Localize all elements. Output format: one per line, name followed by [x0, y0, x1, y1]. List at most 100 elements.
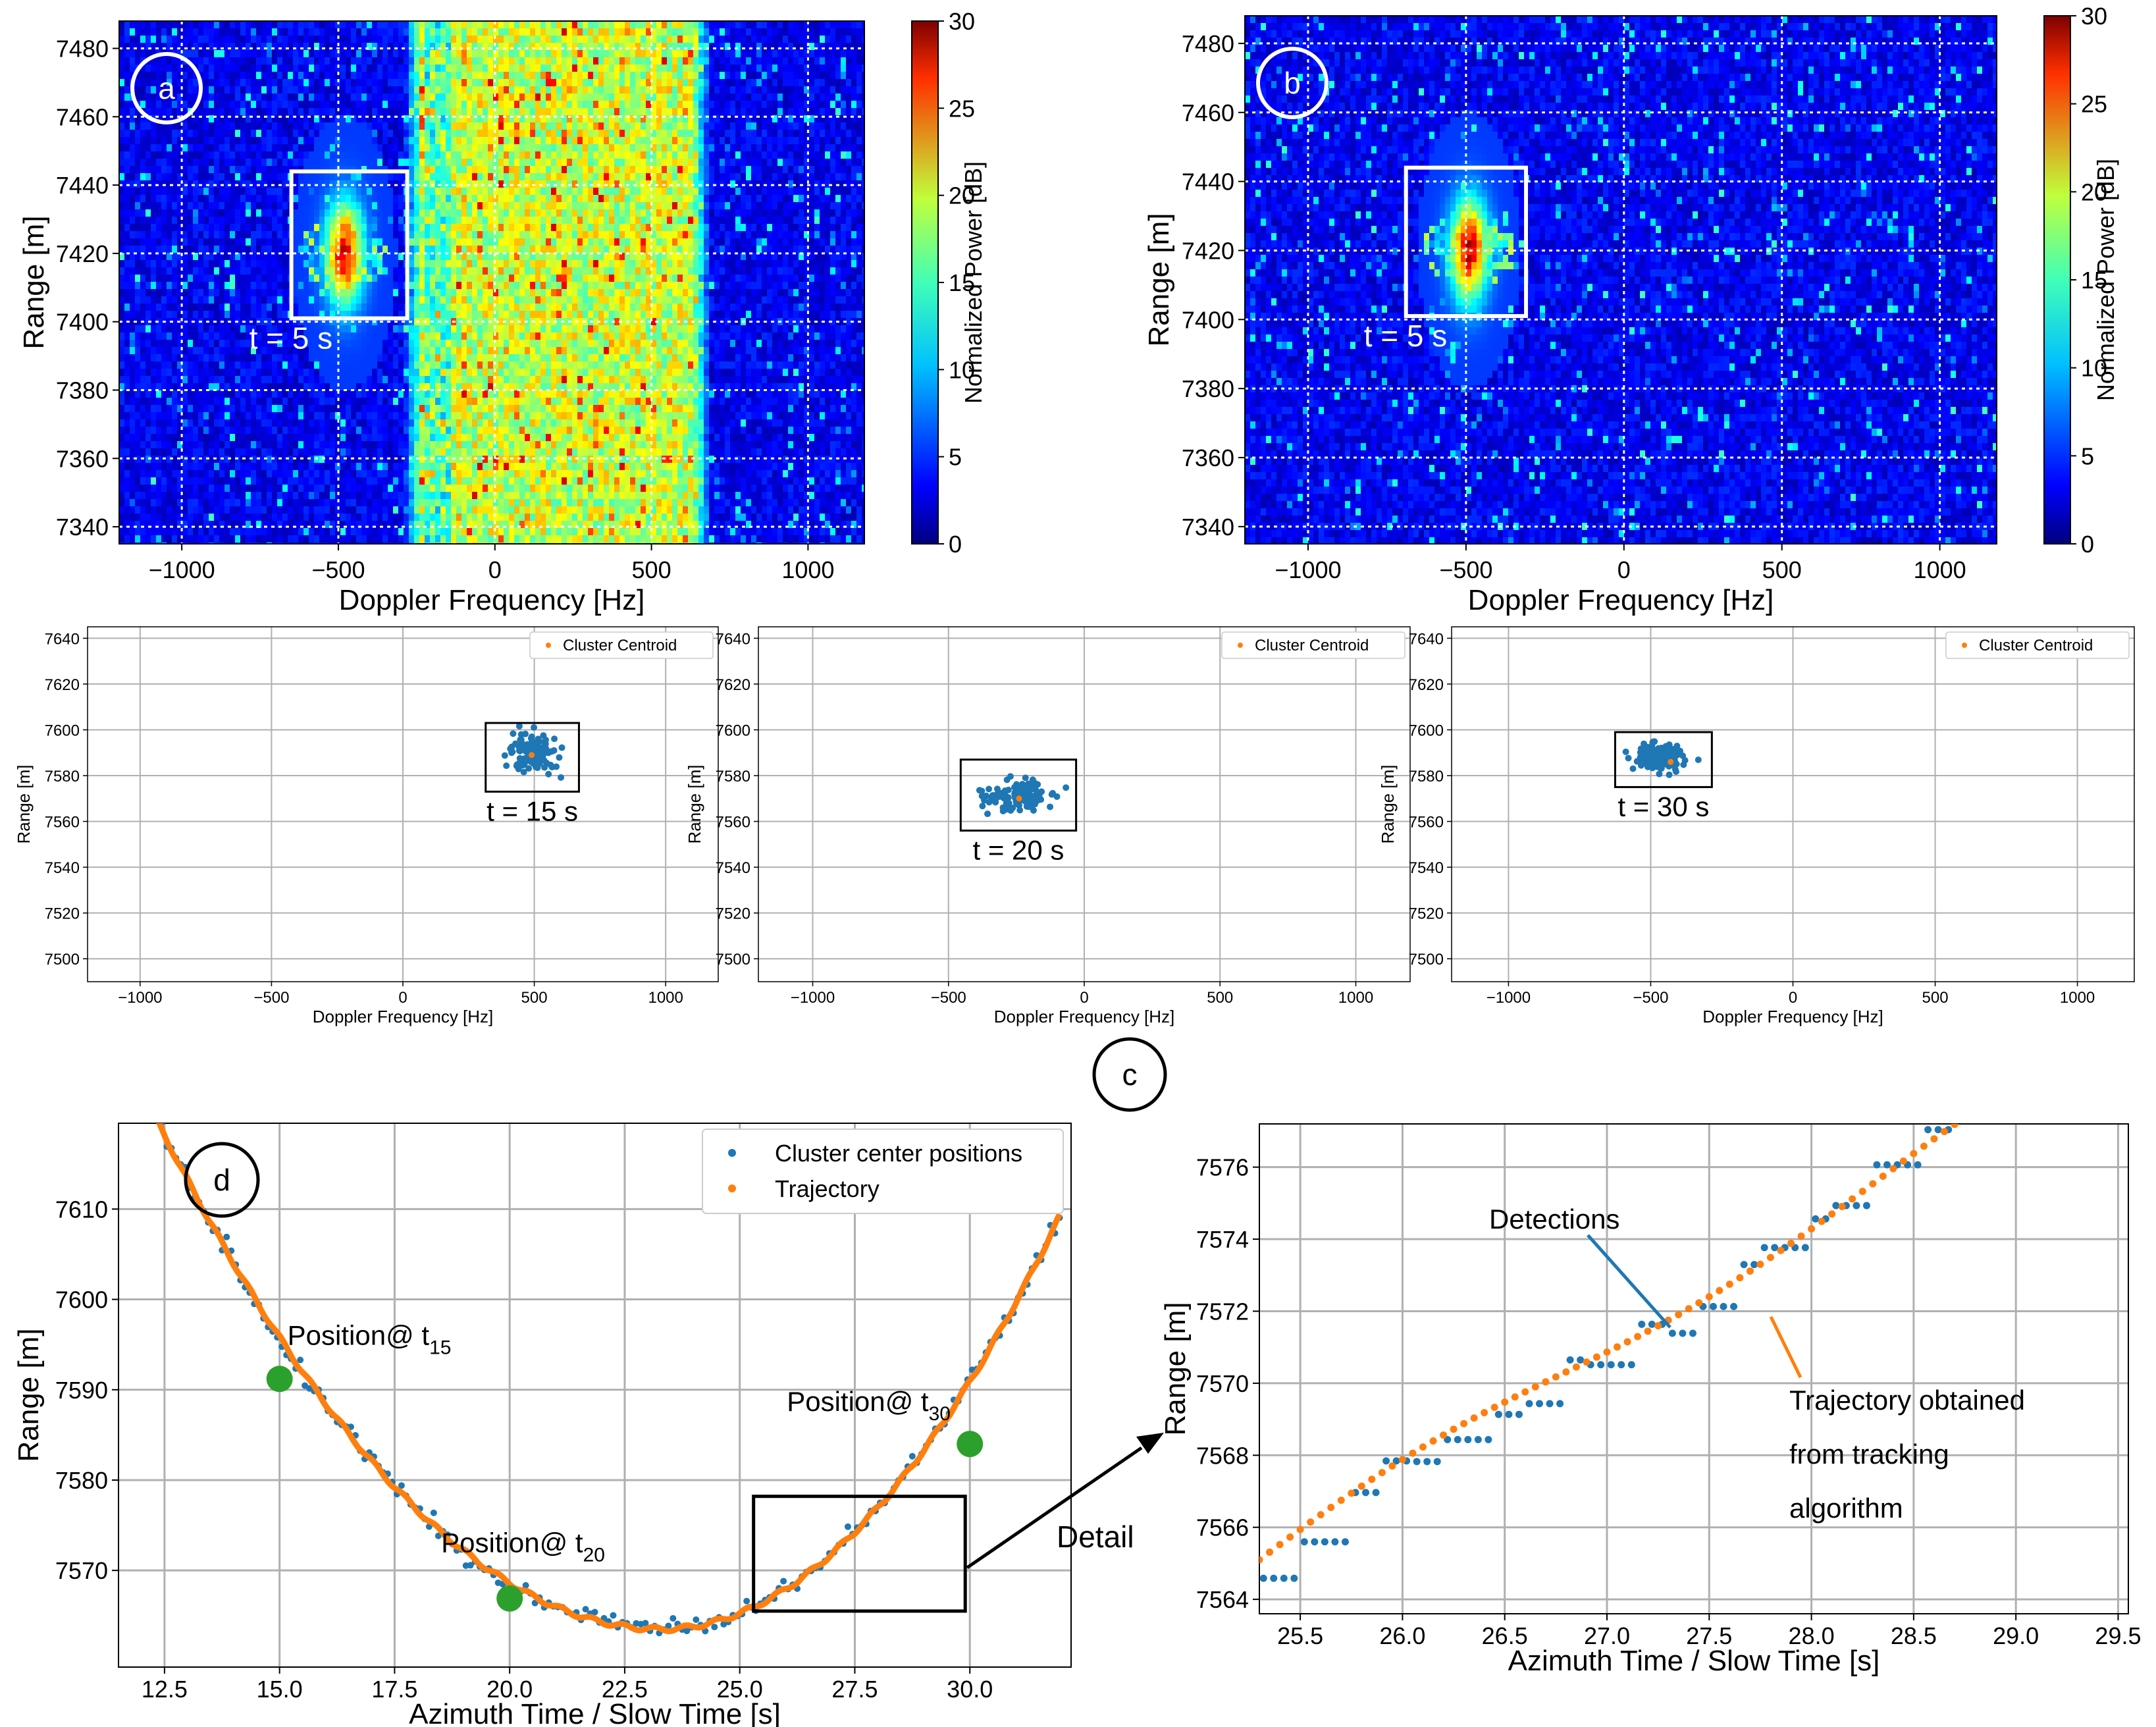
- heatmap-cell: [303, 180, 309, 188]
- heatmap-cell: [261, 50, 267, 58]
- heatmap-cell: [556, 231, 562, 239]
- heatmap-cell: [167, 275, 172, 282]
- heatmap-cell: [167, 57, 172, 65]
- heatmap-cell: [430, 57, 436, 65]
- heatmap-cell: [367, 101, 373, 109]
- heatmap-cell: [804, 217, 810, 225]
- heatmap-cell: [756, 188, 762, 196]
- heatmap-cell: [735, 36, 741, 43]
- heatmap-cell: [145, 275, 151, 282]
- heatmap-cell: [830, 209, 836, 217]
- heatmap-cell: [825, 50, 831, 58]
- heatmap-cell: [540, 260, 546, 268]
- heatmap-cell: [325, 159, 330, 167]
- heatmap-cell: [504, 57, 510, 65]
- heatmap-cell: [456, 72, 462, 80]
- heatmap-cell: [583, 65, 589, 72]
- heatmap-cell: [382, 130, 388, 138]
- heatmap-cell: [756, 195, 762, 203]
- heatmap-cell: [741, 166, 747, 174]
- heatmap-cell: [388, 224, 394, 232]
- heatmap-cell: [251, 267, 257, 275]
- heatmap-cell: [483, 195, 488, 203]
- heatmap-cell: [404, 43, 409, 51]
- heatmap-cell: [646, 43, 652, 51]
- heatmap-cell: [483, 36, 488, 43]
- heatmap-cell: [267, 101, 273, 109]
- heatmap-cell: [799, 130, 804, 138]
- heatmap-cell: [451, 224, 457, 232]
- heatmap-cell: [693, 101, 699, 109]
- heatmap-cell: [825, 115, 831, 123]
- heatmap-cell: [677, 260, 683, 268]
- heatmap-cell: [851, 188, 857, 196]
- heatmap-cell: [388, 36, 394, 43]
- heatmap-cell: [546, 101, 552, 109]
- heatmap-cell: [240, 57, 246, 65]
- heatmap-cell: [198, 188, 204, 196]
- heatmap-cell: [119, 224, 125, 232]
- heatmap-cell: [361, 202, 367, 210]
- heatmap-cell: [256, 209, 262, 217]
- heatmap-cell: [698, 267, 704, 275]
- heatmap-cell: [577, 202, 583, 210]
- heatmap-cell: [714, 180, 720, 188]
- heatmap-cell: [741, 130, 747, 138]
- heatmap-cell: [809, 65, 815, 72]
- heatmap-cell: [235, 101, 241, 109]
- heatmap-cell: [830, 72, 836, 80]
- heatmap-cell: [577, 122, 583, 130]
- heatmap-cell: [614, 122, 620, 130]
- heatmap-cell: [604, 209, 610, 217]
- heatmap-cell: [330, 130, 336, 138]
- heatmap-cell: [440, 246, 446, 253]
- heatmap-cell: [846, 50, 852, 58]
- heatmap-cell: [725, 86, 731, 94]
- heatmap-cell: [330, 217, 336, 225]
- heatmap-cell: [409, 188, 415, 196]
- heatmap-cell: [282, 93, 288, 101]
- heatmap-cell: [425, 173, 431, 181]
- heatmap-cell: [641, 144, 646, 152]
- heatmap-cell: [572, 57, 578, 65]
- heatmap-cell: [635, 253, 641, 261]
- heatmap-cell: [446, 238, 452, 246]
- heatmap-cell: [414, 86, 420, 94]
- heatmap-cell: [156, 108, 162, 116]
- heatmap-cell: [588, 101, 594, 109]
- heatmap-cell: [814, 57, 820, 65]
- heatmap-cell: [746, 43, 752, 51]
- heatmap-cell: [535, 43, 541, 51]
- heatmap-cell: [409, 28, 415, 36]
- heatmap-cell: [525, 137, 531, 145]
- heatmap-cell: [240, 43, 246, 51]
- heatmap-cell: [677, 195, 683, 203]
- heatmap-cell: [693, 79, 699, 87]
- heatmap-cell: [119, 267, 125, 275]
- heatmap-cell: [588, 246, 594, 253]
- heatmap-cell: [335, 144, 341, 152]
- heatmap-cell: [167, 36, 172, 43]
- heatmap-cell: [440, 137, 446, 145]
- heatmap-cell: [709, 28, 715, 36]
- heatmap-cell: [409, 130, 415, 138]
- heatmap-cell: [477, 57, 483, 65]
- heatmap-cell: [635, 72, 641, 80]
- heatmap-cell: [772, 50, 778, 58]
- heatmap-cell: [635, 115, 641, 123]
- heatmap-cell: [361, 65, 367, 72]
- heatmap-cell: [709, 115, 715, 123]
- heatmap-cell: [398, 36, 404, 43]
- heatmap-cell: [646, 224, 652, 232]
- heatmap-cell: [777, 159, 783, 167]
- heatmap-cell: [267, 253, 273, 261]
- heatmap-cell: [509, 159, 515, 167]
- heatmap-cell: [351, 137, 357, 145]
- heatmap-cell: [820, 173, 826, 181]
- heatmap-cell: [388, 202, 394, 210]
- heatmap-cell: [419, 180, 425, 188]
- heatmap-cell: [219, 260, 225, 268]
- heatmap-cell: [851, 246, 857, 253]
- heatmap-cell: [783, 86, 789, 94]
- heatmap-cell: [435, 195, 441, 203]
